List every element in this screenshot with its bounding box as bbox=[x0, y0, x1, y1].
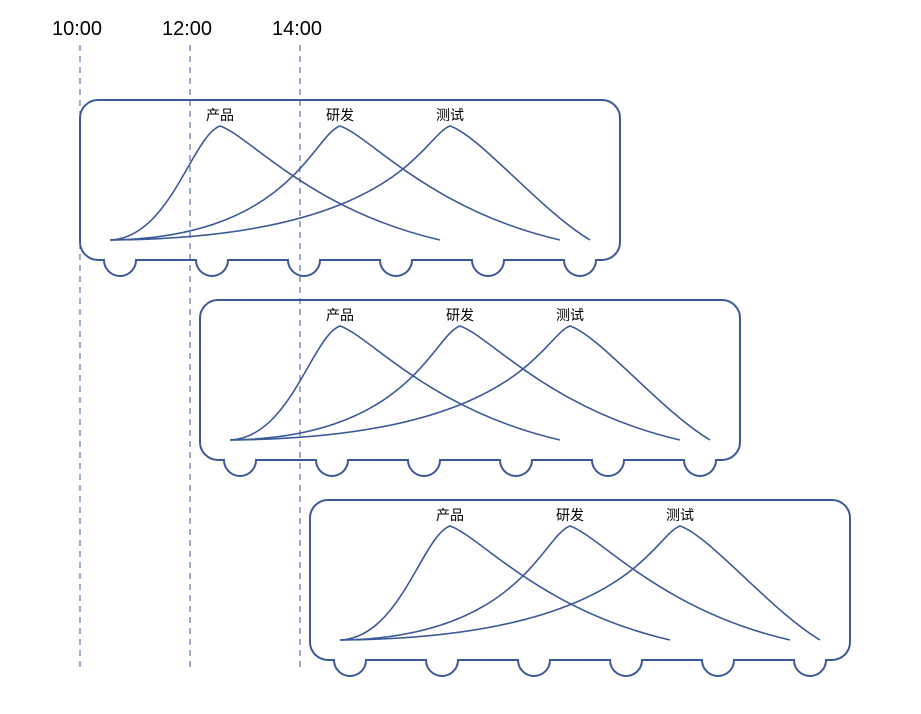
card-2: 产品 研发 测试 bbox=[310, 500, 850, 676]
curve-2-0 bbox=[340, 526, 670, 640]
curve-2-2 bbox=[340, 526, 820, 640]
time-label-1: 12:00 bbox=[162, 18, 212, 40]
time-label-0: 10:00 bbox=[52, 18, 102, 40]
curve-label-2-1: 研发 bbox=[556, 507, 584, 523]
curve-1-0 bbox=[230, 326, 560, 440]
curve-label-2-2: 测试 bbox=[666, 507, 694, 523]
curve-0-2 bbox=[110, 126, 590, 240]
curve-0-0 bbox=[110, 126, 440, 240]
curve-0-1 bbox=[110, 126, 560, 240]
curve-label-0-1: 研发 bbox=[326, 107, 354, 123]
curve-label-1-0: 产品 bbox=[326, 307, 354, 323]
curve-label-1-2: 测试 bbox=[556, 307, 584, 323]
time-label-2: 14:00 bbox=[272, 18, 322, 40]
curve-label-1-1: 研发 bbox=[446, 307, 474, 323]
curve-2-1 bbox=[340, 526, 790, 640]
card-0: 产品 研发 测试 bbox=[80, 100, 620, 276]
curve-label-0-2: 测试 bbox=[436, 107, 464, 123]
card-outline-0 bbox=[80, 100, 620, 276]
card-1: 产品 研发 测试 bbox=[200, 300, 740, 476]
curve-1-2 bbox=[230, 326, 710, 440]
diagram-canvas: 10:0012:0014:00产品研发测试产品研发测试产品研发测试 bbox=[0, 0, 921, 714]
curve-label-2-0: 产品 bbox=[436, 507, 464, 523]
curve-label-0-0: 产品 bbox=[206, 107, 234, 123]
curve-1-1 bbox=[230, 326, 680, 440]
card-outline-1 bbox=[200, 300, 740, 476]
card-outline-2 bbox=[310, 500, 850, 676]
